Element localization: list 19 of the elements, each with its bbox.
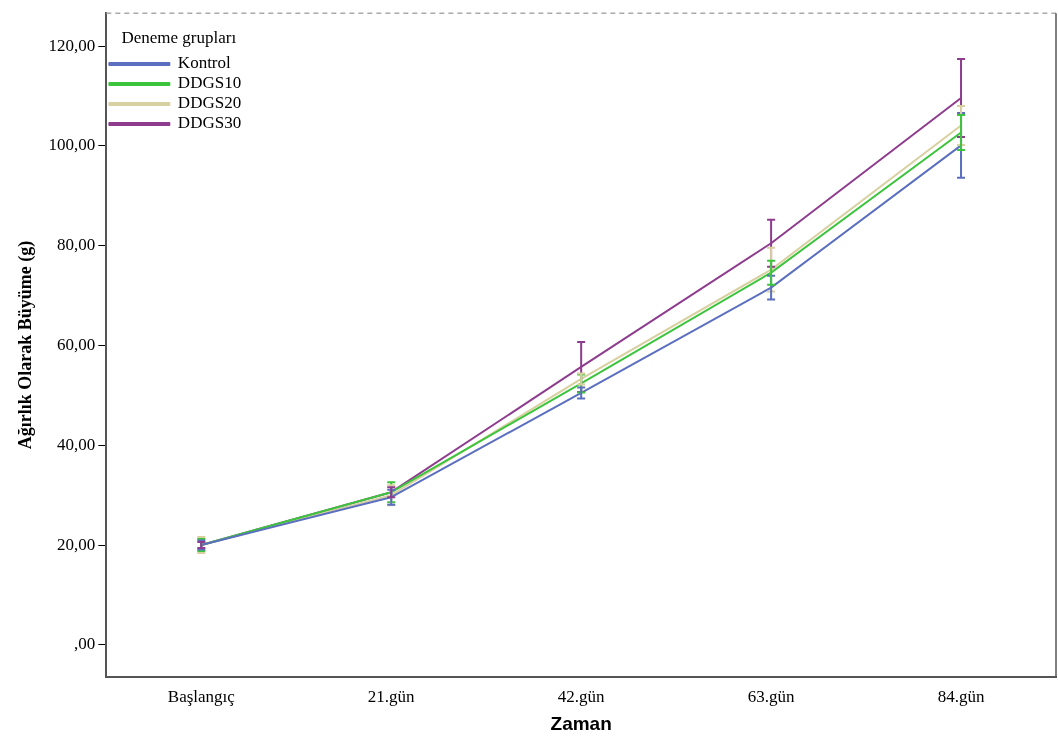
legend-label: Kontrol — [177, 53, 232, 73]
y-tick-label: 80,00 — [57, 235, 96, 255]
y-tick-label: 60,00 — [57, 334, 96, 354]
legend-title: Deneme grupları — [121, 27, 237, 47]
x-tick-label: 84.gün — [937, 687, 985, 707]
legend-label: DDGS30 — [177, 113, 242, 133]
y-tick-label: 40,00 — [57, 434, 96, 454]
x-tick-label: 63.gün — [747, 687, 795, 707]
x-tick-label: Başlangıç — [167, 687, 236, 707]
legend-label: DDGS20 — [177, 93, 242, 113]
y-tick-label: 20,00 — [57, 534, 96, 554]
y-tick-label: 120,00 — [48, 35, 96, 55]
y-tick-label: 100,00 — [48, 135, 96, 155]
x-axis-title: Zaman — [550, 712, 612, 734]
x-tick-label: 42.gün — [557, 687, 606, 707]
y-axis-title: Ağırlık Olarak Büyüme (g) — [15, 240, 37, 450]
x-tick-label: 21.gün — [367, 687, 416, 707]
legend-label: DDGS10 — [177, 73, 242, 93]
y-tick-label: ,00 — [74, 634, 96, 654]
